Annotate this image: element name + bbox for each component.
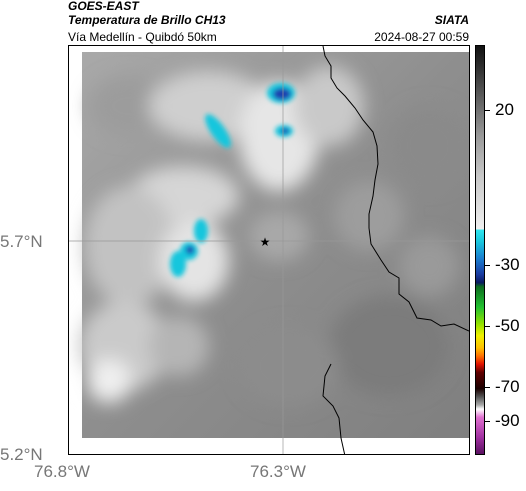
route-subtitle: Vía Medellín - Quibdó 50km [68,30,217,44]
source-label: SIATA [434,13,469,27]
satellite-map[interactable]: ★ [68,45,470,455]
datetime-label: 2024-08-27 00:59 [374,30,469,44]
product-title: Temperatura de Brillo CH13 [68,13,226,27]
map-canvas: ★ [69,46,469,454]
colorbar-tick [485,110,490,111]
colorbar-tick [485,265,490,266]
colorbar-label: 20 [495,100,514,119]
satellite-name: GOES-EAST [68,0,139,13]
colorbar-label: -70 [495,377,520,396]
cold-cloud-tops [170,83,295,277]
colorbar-tick [485,387,490,388]
star-icon: ★ [260,235,271,249]
colorbar [475,45,485,455]
colorbar-tick [485,326,490,327]
lat-tick-label: 5.7°N [0,232,43,251]
admin-border-south [322,363,346,454]
lon-tick-label: 76.3°W [250,462,306,481]
lon-tick-label: 76.8°W [34,462,90,481]
colorbar-label: -90 [495,411,520,430]
colorbar-tick [485,421,490,422]
colorbar-label: -30 [495,255,520,274]
admin-border [322,46,469,332]
colorbar-label: -50 [495,316,520,335]
brightness-temperature-field [79,52,469,438]
lat-tick-label: 5.2°N [0,445,43,464]
